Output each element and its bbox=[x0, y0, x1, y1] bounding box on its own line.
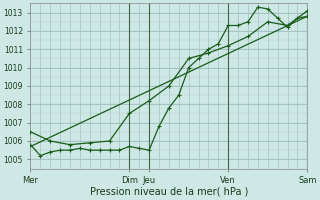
X-axis label: Pression niveau de la mer( hPa ): Pression niveau de la mer( hPa ) bbox=[90, 187, 248, 197]
